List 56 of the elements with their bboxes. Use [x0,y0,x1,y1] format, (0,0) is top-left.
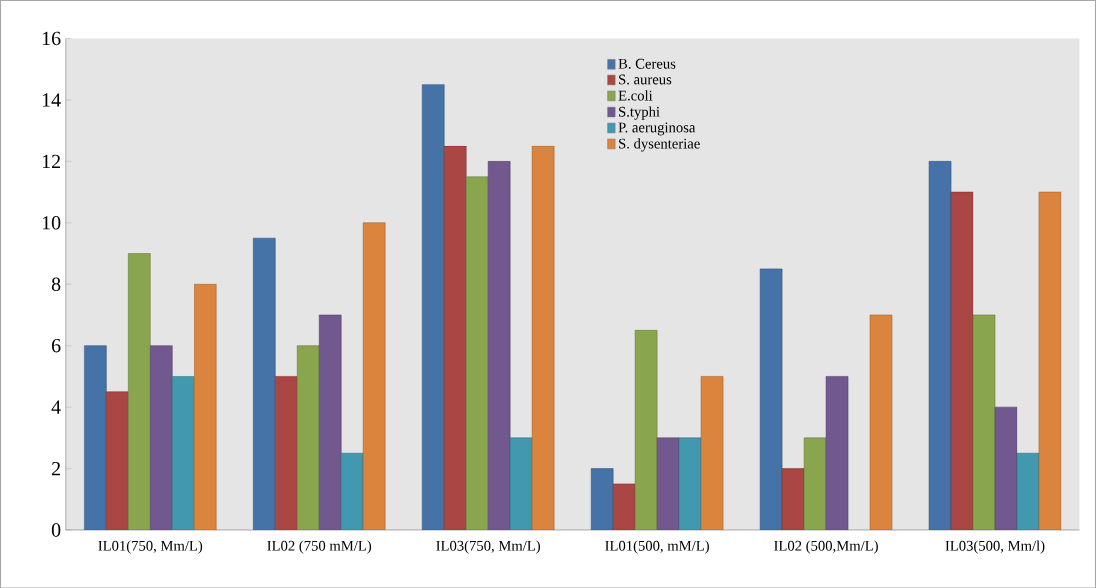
bar [150,345,173,530]
bar [928,160,952,530]
bar [318,314,342,530]
bar [612,483,636,530]
bar [781,468,805,530]
bar [465,176,489,530]
legend-label: S.typhi [619,106,660,120]
x-tick-label: IL03(750, Mm/L) [436,540,541,554]
legend-label: B. Cereus [618,58,676,69]
y-tick-label: 12 [42,154,60,168]
x-tick-label: IL01(750, Mm/L) [98,540,203,554]
y-tick-label: 8 [51,277,61,291]
bar [803,437,827,530]
bar [128,253,151,530]
y-tick-label: 16 [42,31,61,45]
bar [421,84,445,530]
y-tick-label: 10 [42,215,61,230]
x-tick-label: IL02 (500,Mm/L) [774,540,878,554]
bar [634,329,658,530]
bar [759,268,783,530]
bar [700,375,724,530]
bar [869,314,893,530]
bar [487,160,511,530]
bar [1038,191,1062,530]
x-tick-label: IL01(500, mM/L) [605,540,709,554]
bar [84,345,107,530]
y-tick-label: 14 [42,93,61,107]
bar [275,375,298,530]
bar [171,375,195,530]
bar [656,437,680,530]
bar [972,314,996,530]
bar [531,145,555,530]
y-tick-label: 0 [51,523,61,537]
legend-label: P. aeruginosa [618,122,696,136]
x-tick-label: IL02 (750 mM/L) [267,540,372,554]
legend-label: E.coli [618,90,653,101]
legend-label: S. dysenteriae [619,138,700,152]
x-tick-label: IL03(500, Mm/l) [945,540,1045,554]
y-tick-label: 2 [51,461,60,475]
bar [994,406,1018,530]
bar [825,375,849,530]
bar [362,222,386,530]
bar [678,437,702,530]
bar [443,145,467,530]
bar [193,283,217,530]
y-tick-label: 4 [51,400,61,414]
bar [1016,452,1040,530]
bar [509,437,533,530]
legend-label: S. aureus [619,74,672,85]
bar [296,345,320,530]
bar [106,391,129,530]
bar [253,237,276,530]
y-tick-label: 6 [51,338,61,353]
bar [950,191,974,530]
bar [340,452,364,530]
bar [590,468,614,530]
